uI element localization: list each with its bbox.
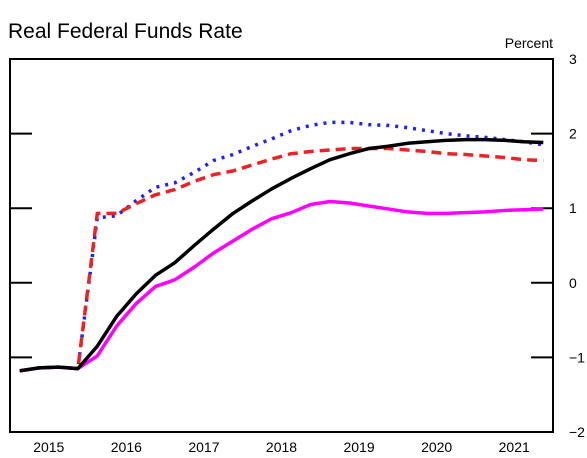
x-tick-label: 2021 <box>499 439 530 455</box>
x-tick-label: 2020 <box>421 439 452 455</box>
x-tick-label: 2019 <box>343 439 374 455</box>
x-tick-label: 2015 <box>33 439 64 455</box>
y-tick-label: 3 <box>569 51 577 67</box>
plot-frame <box>9 58 554 433</box>
chart-title: Real Federal Funds Rate <box>8 20 243 43</box>
y-tick-label: −1 <box>569 349 585 365</box>
series-line <box>19 120 544 373</box>
y-axis-label: Percent <box>505 35 553 51</box>
x-tick-label: 2016 <box>111 439 142 455</box>
y-tick-label: 1 <box>569 200 577 216</box>
y-tick-label: 2 <box>569 126 577 142</box>
y-tick-label: −2 <box>569 424 585 440</box>
series-line <box>19 199 544 373</box>
series-line <box>19 146 544 373</box>
series-line <box>19 137 544 373</box>
y-tick-label: 0 <box>569 275 577 291</box>
x-tick-label: 2017 <box>188 439 219 455</box>
x-tick-label: 2018 <box>266 439 297 455</box>
